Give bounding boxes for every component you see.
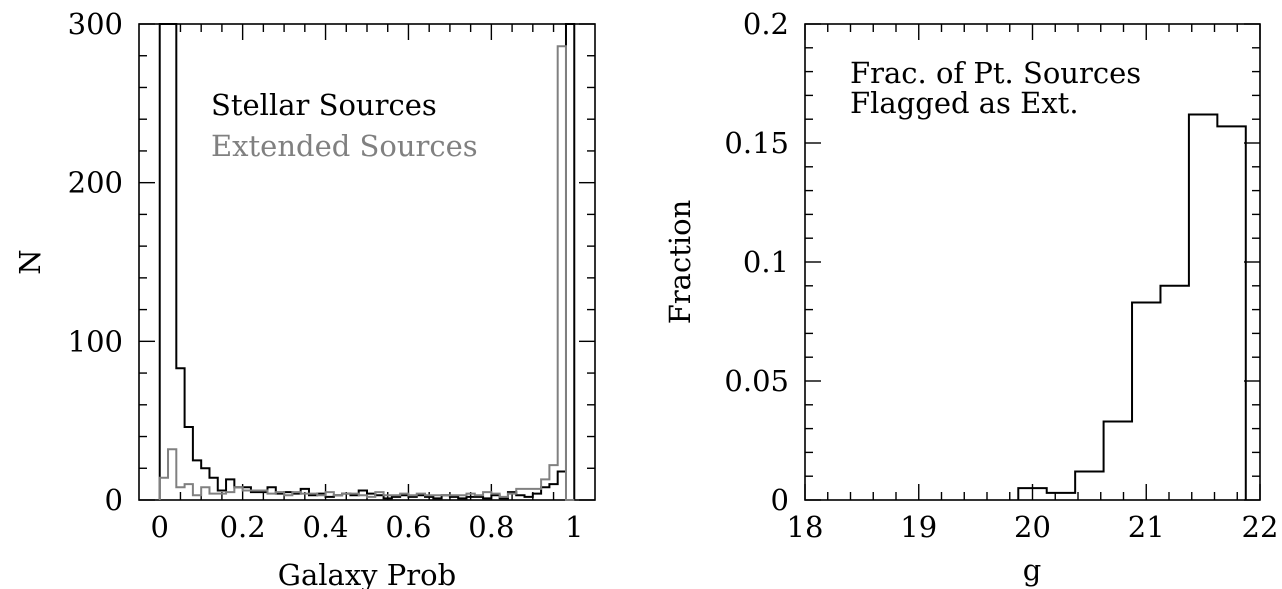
y-tick-label: 0 <box>771 483 789 517</box>
y-tick-label: 300 <box>68 7 123 41</box>
x-tick-label: 0.2 <box>220 510 266 544</box>
annotation-line-1: Frac. of Pt. Sources <box>850 56 1141 90</box>
right-x-axis-label: g <box>1023 553 1042 587</box>
x-tick-label: 0.8 <box>468 510 514 544</box>
left-y-axis-label: N <box>13 249 47 274</box>
y-tick-label: 0 <box>105 483 123 517</box>
right-tick-labels: 18 19 20 21 22 0 0.05 0.1 0.15 0.2 <box>724 7 1278 544</box>
legend-extended-sources: Extended Sources <box>211 129 478 163</box>
y-tick-label: 0.15 <box>724 126 789 160</box>
y-tick-label: 0.2 <box>743 7 789 41</box>
x-tick-label: 0.4 <box>302 510 348 544</box>
right-y-axis-label: Fraction <box>663 200 697 325</box>
y-tick-label: 0.1 <box>743 245 789 279</box>
x-tick-label: 0.6 <box>385 510 431 544</box>
fraction-histogram <box>1017 113 1247 500</box>
y-tick-label: 0.05 <box>724 364 789 398</box>
left-tick-labels: 0 0.2 0.4 0.6 0.8 1 0 100 200 300 <box>68 7 584 544</box>
annotation-line-2: Flagged as Ext. <box>850 86 1079 120</box>
y-tick-label: 200 <box>68 166 123 200</box>
y-tick-label: 100 <box>68 324 123 358</box>
x-tick-label: 19 <box>900 510 937 544</box>
left-x-axis-label: Galaxy Prob <box>278 558 456 589</box>
x-tick-label: 22 <box>1242 510 1279 544</box>
fraction-histogram-panel: 18 19 20 21 22 0 0.05 0.1 0.15 0.2 Frac. of Pt. S… <box>663 7 1278 587</box>
galaxy-prob-histogram-panel: 0 0.2 0.4 0.6 0.8 1 0 100 200 300 Stellar Sources… <box>13 7 596 589</box>
x-tick-label: 1 <box>565 510 583 544</box>
x-tick-label: 0 <box>151 510 169 544</box>
extended-sources-histogram <box>158 45 575 501</box>
x-tick-label: 21 <box>1128 510 1165 544</box>
legend-stellar-sources: Stellar Sources <box>211 88 437 122</box>
x-tick-label: 20 <box>1014 510 1051 544</box>
x-tick-label: 18 <box>787 510 824 544</box>
